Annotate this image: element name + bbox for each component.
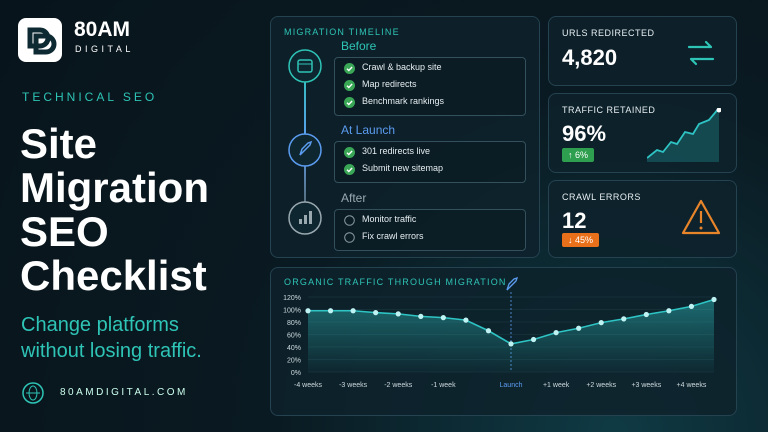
check-icon: [344, 80, 355, 91]
checklist-item: Monitor traffic: [362, 214, 417, 224]
phase-label: At Launch: [341, 123, 396, 137]
x-tick-label: Launch: [500, 382, 523, 389]
point: [440, 315, 446, 321]
x-tick-label: -1 week: [431, 382, 456, 389]
x-tick-label: -3 weeks: [339, 382, 368, 389]
stat-icon: [647, 108, 721, 162]
stat-value: 96%: [562, 121, 607, 146]
point: [305, 308, 311, 314]
y-tick-label: 120%: [283, 295, 301, 302]
point: [643, 311, 649, 318]
checklist-item: 301 redirects live: [362, 146, 431, 156]
stat-label: URLS REDIRECTED: [562, 28, 655, 38]
checklist-item: Crawl & backup site: [362, 62, 442, 72]
check-icon: [344, 97, 355, 108]
checklist-item: Benchmark rankings: [362, 96, 445, 106]
todo-icon: [344, 215, 355, 226]
event-icon: [506, 276, 519, 291]
point: [688, 303, 695, 309]
point: [666, 308, 672, 314]
point: [395, 311, 401, 317]
check-icon: [344, 63, 355, 74]
point: [463, 317, 469, 323]
timeline-title: MIGRATION TIMELINE: [284, 27, 400, 37]
phase-icon: [288, 49, 322, 83]
phase-icon: [288, 201, 322, 235]
timeline-panel: MIGRATION TIMELINE Before Crawl & backup …: [270, 16, 540, 258]
globe-icon: [22, 382, 44, 404]
point: [553, 330, 559, 336]
phase-label: Before: [341, 39, 377, 53]
check-icon: [344, 164, 355, 175]
point: [485, 328, 492, 334]
phase-box: Monitor traffic Fix crawl errors: [334, 209, 526, 251]
stat-badge: ↑ 6%: [562, 148, 595, 162]
area: [308, 299, 714, 372]
point: [327, 308, 334, 314]
point: [350, 308, 356, 314]
y-tick-label: 80%: [287, 320, 301, 327]
stat-icon: [681, 199, 721, 235]
y-tick-label: 0%: [291, 370, 301, 377]
chart: ORGANIC TRAFFIC THROUGH MIGRATION 0% 20% 40…: [283, 276, 717, 389]
brand-name: 80AM: [74, 18, 131, 41]
stat-value: 4,820: [562, 45, 618, 70]
point: [576, 325, 582, 331]
y-tick-label: 60%: [287, 333, 301, 340]
y-tick-label: 40%: [287, 345, 301, 352]
phase-box: 301 redirects live Submit new sitemap: [334, 141, 526, 183]
point: [508, 341, 514, 347]
stat-icon: [687, 40, 715, 66]
eyebrow: TECHNICAL SEO: [22, 90, 158, 104]
check-icon: [344, 147, 355, 158]
point: [621, 316, 627, 322]
x-tick-label: +2 weeks: [586, 382, 616, 389]
stat-label: TRAFFIC RETAINED: [562, 105, 656, 115]
logo: [18, 18, 62, 62]
point: [530, 336, 537, 343]
point: [711, 296, 717, 303]
logo-mark: [27, 27, 57, 55]
point: [418, 313, 424, 319]
x-tick-label: +1 week: [543, 382, 570, 389]
point: [598, 320, 604, 326]
hero-title: Site Migration SEO Checklist: [20, 120, 209, 299]
checklist-item: Map redirects: [362, 79, 417, 89]
checklist-item: Submit new sitemap: [362, 163, 444, 173]
chart-title: ORGANIC TRAFFIC THROUGH MIGRATION: [284, 277, 507, 287]
phase-box: Crawl & backup site Map redirects Benchmar…: [334, 57, 526, 116]
stat-label: CRAWL ERRORS: [562, 192, 641, 202]
website: 80AMDIGITAL.COM: [60, 387, 188, 398]
x-tick-label: +3 weeks: [631, 382, 661, 389]
phase-label: After: [341, 191, 367, 205]
y-tick-label: 20%: [287, 358, 301, 365]
stat-card: CRAWL ERRORS 12 ↓ 45%: [548, 180, 737, 258]
y-tick-label: 100%: [283, 308, 301, 315]
point: [373, 310, 379, 316]
stat-badge: ↓ 45%: [562, 233, 600, 247]
brand-tagline: DIGITAL: [75, 44, 134, 54]
x-tick-label: -4 weeks: [294, 382, 323, 389]
phase-icon: [288, 133, 322, 167]
hero-subtitle: Change platforms without losing traffic.: [21, 314, 202, 362]
todo-icon: [344, 232, 355, 243]
chart-panel: ORGANIC TRAFFIC THROUGH MIGRATION 0% 20% 40…: [270, 267, 737, 416]
x-tick-label: -2 weeks: [384, 382, 413, 389]
stat-card: URLS REDIRECTED 4,820: [548, 16, 737, 86]
x-tick-label: +4 weeks: [677, 382, 707, 389]
stat-value: 12: [562, 208, 587, 233]
checklist-item: Fix crawl errors: [362, 231, 424, 241]
stat-card: TRAFFIC RETAINED 96% ↑ 6%: [548, 93, 737, 173]
